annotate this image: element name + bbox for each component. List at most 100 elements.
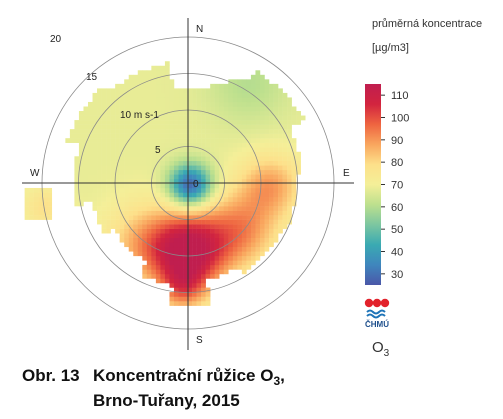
heat-cell: [250, 106, 256, 112]
heat-cell: [87, 138, 93, 143]
heat-cell: [237, 201, 243, 207]
heat-cell: [241, 219, 247, 225]
heat-cell: [291, 183, 297, 189]
heat-cell: [214, 255, 220, 261]
heat-cell: [196, 228, 202, 234]
heat-cell: [269, 151, 274, 157]
heat-cell: [237, 242, 243, 248]
caption-number: Obr. 13: [22, 366, 80, 385]
heat-cell: [273, 151, 279, 157]
heat-cell: [210, 233, 215, 238]
heat-cell: [192, 115, 197, 121]
heat-cell: [232, 215, 238, 220]
heat-cell: [178, 287, 184, 293]
heat-cell: [169, 187, 175, 193]
heat-cell: [282, 210, 288, 216]
heat-cell: [205, 92, 211, 98]
heat-cell: [282, 106, 288, 112]
heat-cell: [155, 192, 161, 198]
ring-label-15: 15: [86, 72, 98, 83]
heat-cell: [160, 74, 166, 80]
heat-cell: [169, 251, 175, 257]
heat-cell: [196, 219, 202, 225]
heat-cell: [151, 97, 157, 103]
heat-cell: [196, 97, 202, 103]
heat-cell: [196, 92, 202, 98]
heat-cell: [173, 151, 179, 157]
heat-cell: [133, 224, 139, 229]
heat-cell: [173, 92, 179, 98]
heat-cell: [151, 92, 157, 98]
heat-cell: [187, 115, 193, 121]
heat-cell: [115, 228, 120, 234]
heat-cell: [146, 210, 152, 216]
heat-cell: [106, 169, 111, 175]
heat-cell: [237, 138, 243, 143]
heat-cell: [278, 97, 283, 103]
heat-cell: [119, 237, 125, 243]
heat-cell: [210, 129, 215, 134]
heat-cell: [92, 133, 98, 139]
heat-cell: [87, 120, 93, 125]
heat-cell: [287, 165, 292, 171]
heat-cell: [246, 111, 252, 116]
heat-cell: [146, 228, 152, 234]
heat-cell: [196, 264, 202, 270]
heat-cell: [269, 92, 274, 98]
heat-cell: [223, 192, 229, 198]
heat-cell: [228, 210, 234, 216]
heat-cell: [160, 251, 166, 257]
heat-cell: [106, 201, 111, 207]
heat-cell: [205, 124, 211, 130]
heat-cell: [269, 133, 274, 139]
heat-cell: [183, 192, 188, 198]
heat-cell: [24, 201, 30, 207]
heat-cell: [237, 88, 243, 94]
heat-cell: [264, 224, 270, 229]
heat-cell: [119, 233, 125, 238]
heat-cell: [137, 74, 143, 80]
heat-cell: [237, 206, 243, 211]
heat-cell: [278, 219, 283, 225]
heat-cell: [169, 264, 175, 270]
heat-cell: [183, 206, 188, 211]
heat-cell: [106, 133, 111, 139]
heat-cell: [151, 65, 157, 71]
heat-cell: [164, 138, 170, 143]
heat-cell: [178, 224, 184, 229]
heat-cell: [287, 169, 292, 175]
heat-cell: [97, 206, 102, 211]
heat-cell: [255, 106, 261, 112]
heat-cell: [223, 224, 229, 229]
heat-cell: [155, 111, 161, 116]
heat-cell: [291, 147, 297, 153]
heat-cell: [97, 210, 102, 216]
heat-cell: [142, 70, 148, 76]
heat-cell: [291, 156, 297, 162]
heat-cell: [192, 296, 197, 302]
chmu-logo: ČHMÚ: [364, 298, 389, 329]
heat-cell: [133, 138, 139, 143]
heat-cell: [169, 255, 175, 261]
heat-cell: [219, 197, 225, 202]
heat-cell: [78, 169, 84, 175]
heat-cell: [210, 138, 215, 143]
heat-cell: [192, 97, 197, 103]
heat-cell: [115, 183, 120, 189]
heat-cell: [160, 178, 166, 184]
heat-cell: [124, 147, 129, 153]
heat-cell: [178, 165, 184, 171]
heat-cell: [178, 206, 184, 211]
heat-cell: [269, 237, 274, 243]
heat-cell: [110, 219, 116, 225]
heat-cell: [137, 115, 143, 121]
heat-cell: [246, 120, 252, 125]
heat-cell: [78, 201, 84, 207]
heat-cell: [87, 142, 93, 148]
heat-cell: [269, 178, 274, 184]
heat-cell: [246, 197, 252, 202]
heat-cell: [196, 287, 202, 293]
heat-cell: [33, 192, 39, 198]
heat-cell: [287, 142, 292, 148]
heat-cell: [237, 187, 243, 193]
